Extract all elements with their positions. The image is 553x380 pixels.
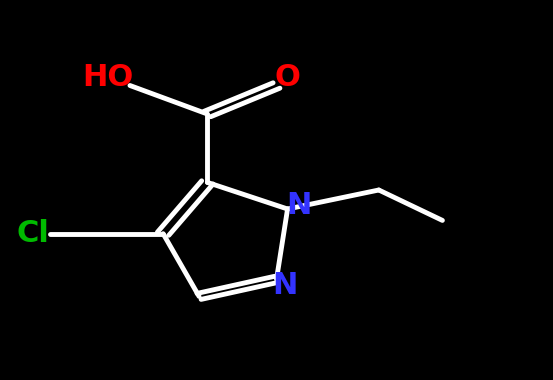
Text: N: N [286, 191, 311, 220]
Text: HO: HO [82, 63, 133, 92]
Text: N: N [272, 271, 298, 299]
Text: O: O [275, 63, 300, 92]
Text: Cl: Cl [17, 219, 50, 248]
